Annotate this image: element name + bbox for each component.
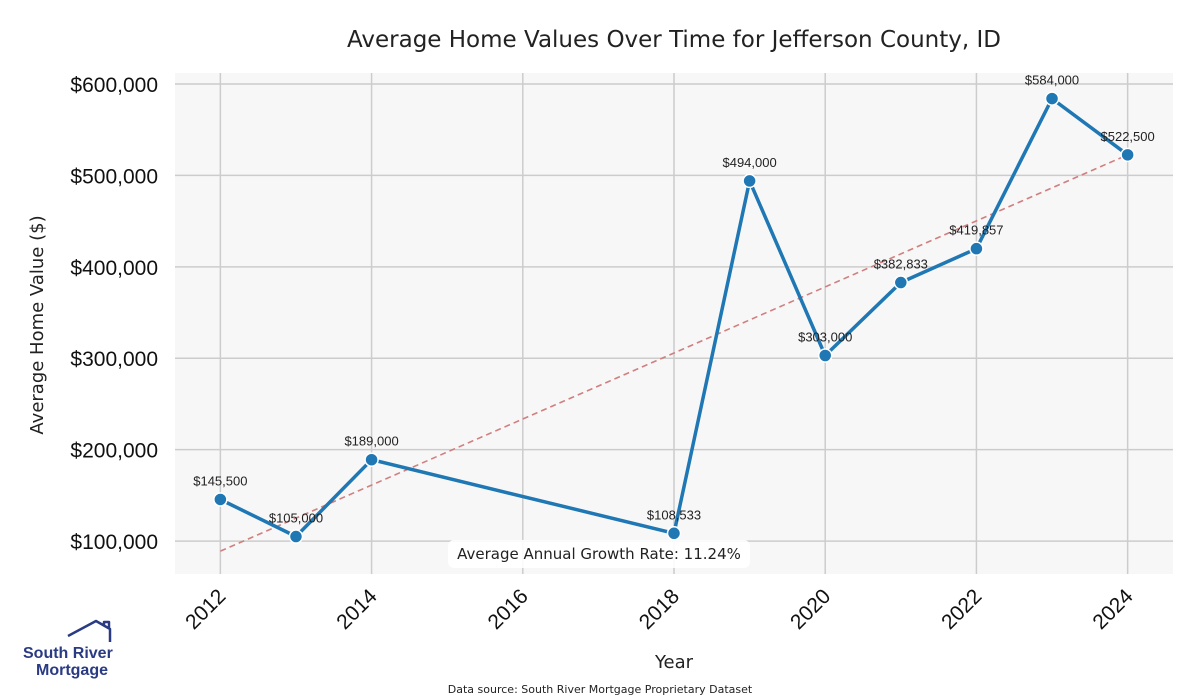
logo-text-line1: South River [23, 645, 113, 662]
x-tick-label: 2024 [1088, 585, 1138, 635]
data-label: $522,500 [1101, 129, 1155, 144]
x-axis-ticks: 2012 2014 2016 2018 2020 2022 2024 [181, 585, 1138, 635]
house-roof-icon [67, 619, 112, 642]
data-label: $382,833 [874, 257, 928, 272]
data-point [893, 275, 909, 290]
growth-rate-annotation: Average Annual Growth Rate: 11.24% [448, 540, 750, 568]
trendline-layer [220, 154, 1128, 552]
data-label-layer: $145,500 $105,000 $189,000 $108,533 $494,000… [193, 73, 1155, 526]
x-tick-label: 2022 [937, 585, 986, 634]
data-point [213, 492, 228, 507]
data-point [364, 452, 379, 467]
data-label: $108,533 [647, 507, 701, 522]
data-point [288, 529, 304, 544]
data-point [817, 348, 833, 363]
y-tick-label: $300,000 [70, 348, 158, 371]
series-layer [213, 91, 1135, 544]
x-tick-label: 2020 [786, 585, 835, 634]
data-label: $303,000 [798, 329, 852, 344]
series-line [219, 96, 1129, 539]
data-point [969, 241, 984, 256]
data-point [742, 173, 757, 189]
data-label: $419,857 [949, 223, 1003, 238]
y-axis-label: Average Home Value ($) [27, 215, 48, 434]
data-source-note: Data source: South River Mortgage Propri… [448, 683, 753, 696]
y-tick-label: $500,000 [70, 165, 158, 188]
y-axis-ticks: $100,000 $200,000 $300,000 $400,000 $500,000… [70, 74, 158, 554]
y-tick-label: $400,000 [70, 257, 158, 280]
x-tick-label: 2012 [181, 585, 230, 634]
logo-text-line2: Mortgage [36, 662, 108, 679]
data-label: $189,000 [344, 434, 398, 449]
company-logo: South River Mortgage [23, 619, 113, 679]
x-tick-label: 2018 [635, 585, 684, 634]
x-tick-label: 2014 [332, 585, 382, 635]
data-label: $105,000 [269, 511, 323, 526]
x-axis-label: Year [654, 652, 694, 673]
x-tick-label: 2016 [484, 585, 533, 634]
data-label: $494,000 [722, 155, 776, 170]
data-point [1120, 147, 1135, 163]
data-point [666, 526, 682, 541]
data-label: $584,000 [1025, 73, 1079, 88]
y-tick-label: $100,000 [70, 531, 158, 554]
y-tick-label: $600,000 [70, 74, 158, 97]
y-tick-label: $200,000 [70, 440, 158, 463]
data-point [1044, 91, 1060, 106]
grid [175, 73, 1173, 574]
growth-rate-text: Average Annual Growth Rate: 11.24% [457, 545, 741, 563]
trendline [220, 154, 1128, 552]
chart-title: Average Home Values Over Time for Jeffer… [347, 27, 1001, 53]
data-label: $145,500 [193, 473, 247, 488]
